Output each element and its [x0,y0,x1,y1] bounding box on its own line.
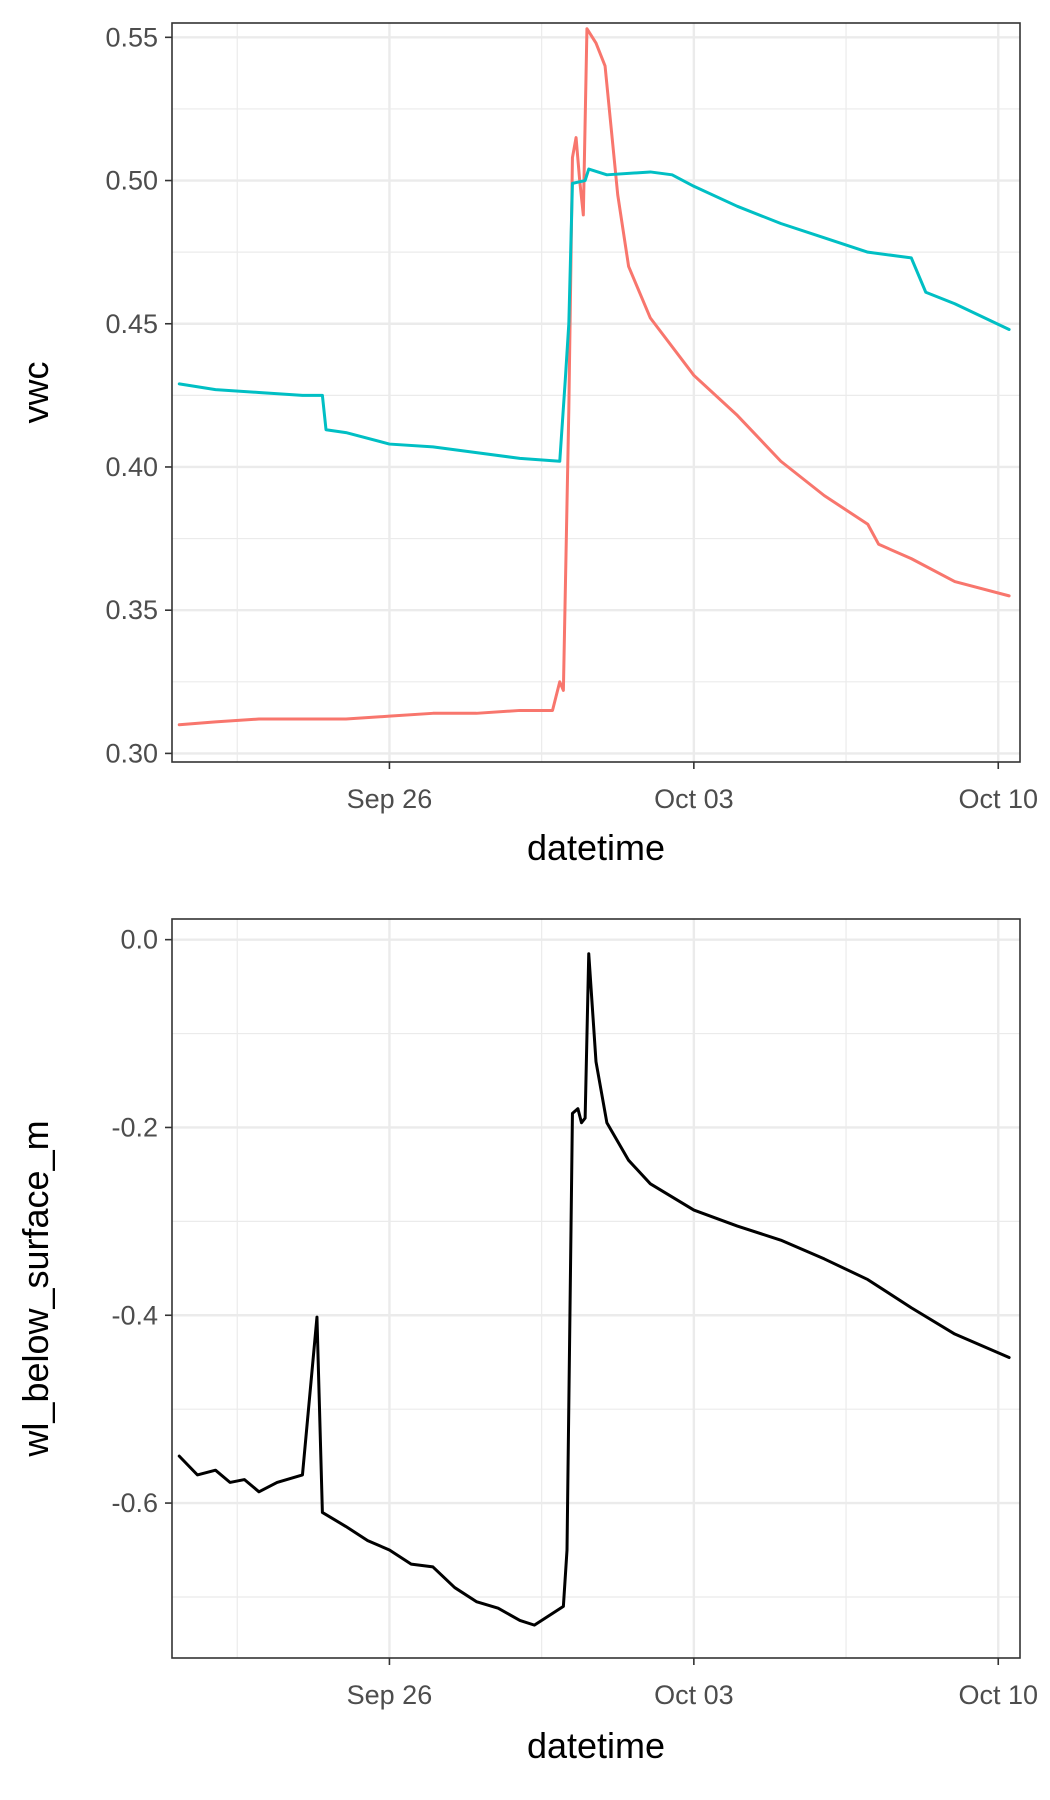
y-axis-title: vwc [15,362,56,424]
y-axis-title: wl_below_surface_m [15,1120,56,1457]
x-tick-label: Sep 26 [347,1680,433,1710]
y-tick-label: -0.4 [111,1300,158,1330]
x-axis-title: datetime [527,827,665,868]
series-line-1 [177,167,1011,463]
y-tick-label: -0.2 [111,1112,158,1142]
x-axis-title: datetime [527,1725,665,1766]
x-tick-label: Oct 10 [958,784,1038,814]
y-tick-label: 0.50 [105,166,158,196]
series-line-0 [177,952,1011,1627]
y-tick-label: -0.6 [111,1488,158,1518]
y-tick-label: 0.40 [105,452,158,482]
panel-border [171,918,1021,1659]
x-tick-label: Oct 03 [654,784,734,814]
x-tick-label: Oct 03 [654,1680,734,1710]
y-tick-label: 0.30 [105,738,158,768]
y-tick-label: 0.0 [120,925,158,955]
x-tick-label: Oct 10 [958,1680,1038,1710]
series-line-0 [177,27,1011,727]
panel-border [171,22,1021,763]
water-level-chart-panel: Sep 26 Oct 03 Oct 10 0.0 -0.2 -0.4 -0.6 datetim… [15,918,1038,1766]
x-tick-label: Sep 26 [347,784,433,814]
y-tick-label: 0.45 [105,309,158,339]
vwc-chart-panel: Sep 26 Oct 03 Oct 10 0.30 0.35 0.40 0.45 0.50 0.… [15,22,1038,868]
y-tick-label: 0.55 [105,22,158,52]
y-tick-label: 0.35 [105,595,158,625]
